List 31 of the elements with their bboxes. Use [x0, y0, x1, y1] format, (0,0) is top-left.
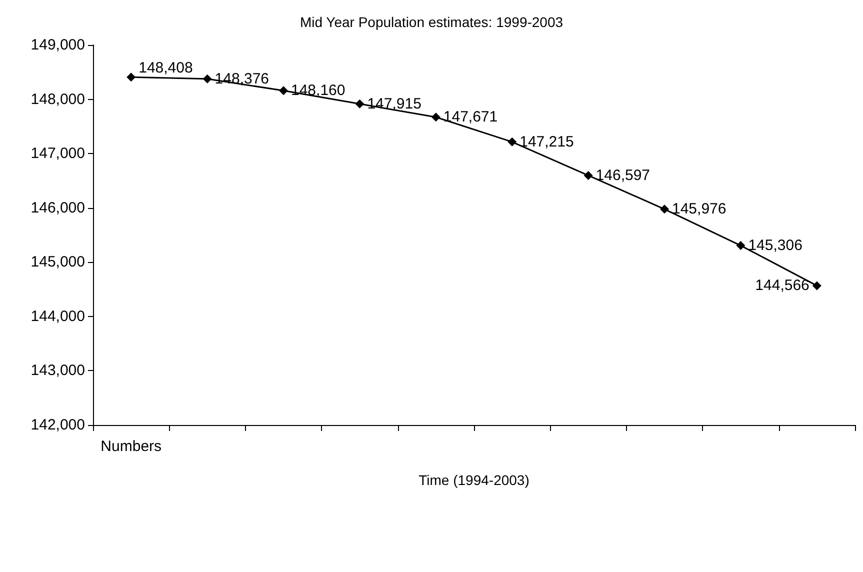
- point: [660, 204, 669, 214]
- x-axis-title: Time (1994-2003): [418, 472, 530, 488]
- data-label: 144,566: [755, 277, 810, 294]
- y-tick-label: 147,000: [30, 145, 85, 162]
- data-label: 147,215: [520, 133, 574, 150]
- data-label: 147,915: [367, 95, 422, 112]
- point: [431, 112, 440, 122]
- y-tick-label: 144,000: [30, 308, 85, 325]
- y-tick-label: 142,000: [30, 416, 85, 434]
- data-label: 147,671: [443, 108, 498, 126]
- data-label: 145,306: [748, 237, 802, 254]
- chart-title: Mid Year Population estimates: 1999-2003: [300, 14, 564, 30]
- y-tick-label: 148,000: [30, 90, 85, 108]
- x-tick-label: Numbers: [100, 438, 162, 455]
- point: [202, 74, 212, 84]
- data-label: 148,160: [291, 82, 346, 100]
- point: [812, 281, 822, 290]
- y-tick-label: 146,000: [30, 199, 85, 216]
- point: [126, 72, 136, 82]
- y-tick-label: 145,000: [30, 254, 85, 271]
- y-tick-label: 149,000: [30, 36, 85, 54]
- y-tick-label: 143,000: [30, 362, 85, 380]
- point: [279, 86, 288, 96]
- data-label: 148,376: [214, 70, 270, 88]
- data-label: 146,597: [596, 166, 650, 184]
- point: [736, 241, 746, 250]
- point: [584, 170, 593, 180]
- data-label: 145,976: [672, 200, 726, 218]
- point: [508, 137, 517, 146]
- data-label: 148,408: [138, 60, 193, 77]
- point: [355, 99, 364, 108]
